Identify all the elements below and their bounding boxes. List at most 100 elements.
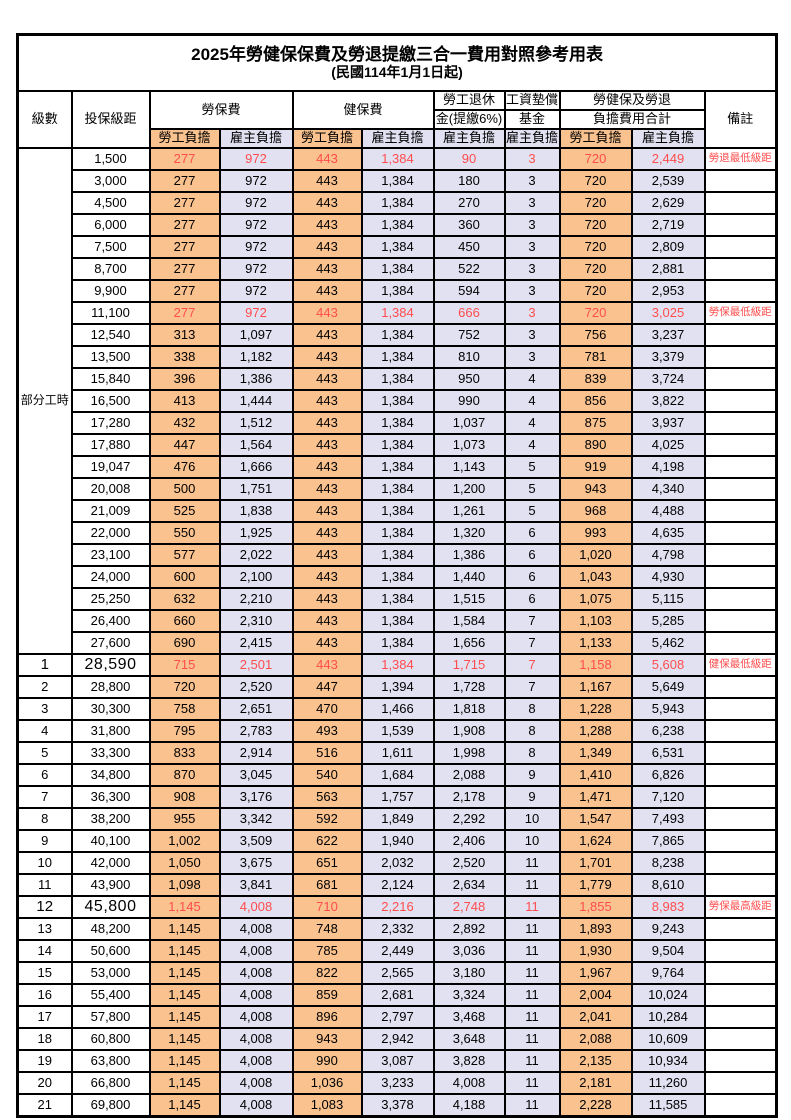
header-labor-employer: 雇主負擔	[218, 128, 294, 149]
level-cell: 9	[16, 829, 73, 853]
total-employer-cell: 5,285	[630, 609, 706, 633]
title-row: 2025年勞健保保費及勞退提繳三合一費用對照參考用表 (民國114年1月1日起)	[16, 33, 778, 92]
table-row: 8 38,200 955 3,342 592 1,849 2,292 10 1,547 7,493	[16, 807, 778, 831]
total-worker-cell: 720	[558, 279, 633, 303]
labor-employer-cell: 1,838	[218, 499, 294, 523]
health-employer-cell: 1,384	[360, 213, 435, 237]
health-employer-cell: 2,449	[360, 939, 435, 963]
bracket-cell: 8,700	[70, 257, 151, 281]
health-employer-cell: 1,849	[360, 807, 435, 831]
health-worker-cell: 443	[291, 477, 363, 501]
wage-fund-employer-cell: 11	[503, 917, 561, 941]
labor-worker-cell: 1,145	[148, 961, 221, 985]
pension-employer-cell: 990	[432, 389, 506, 413]
total-worker-cell: 1,547	[558, 807, 633, 831]
health-worker-cell: 443	[291, 169, 363, 193]
health-worker-cell: 443	[291, 257, 363, 281]
wage-fund-employer-cell: 11	[503, 1049, 561, 1073]
health-employer-cell: 3,233	[360, 1071, 435, 1095]
labor-employer-cell: 972	[218, 279, 294, 303]
pension-employer-cell: 4,188	[432, 1093, 506, 1117]
bracket-cell: 6,000	[70, 213, 151, 237]
total-employer-cell: 3,237	[630, 323, 706, 347]
remark-cell	[703, 741, 778, 765]
health-worker-cell: 470	[291, 697, 363, 721]
wage-fund-employer-cell: 11	[503, 939, 561, 963]
header-bracket: 投保級距	[70, 90, 151, 149]
table-row: 17,880 447 1,564 443 1,384 1,073 4 890 4,025	[18, 433, 778, 457]
labor-worker-cell: 277	[148, 235, 221, 259]
bracket-cell: 38,200	[70, 807, 151, 831]
wage-fund-employer-cell: 11	[503, 961, 561, 985]
level-cell: 12	[16, 895, 73, 919]
wage-fund-employer-cell: 3	[503, 169, 561, 193]
remark-cell	[703, 983, 778, 1007]
health-employer-cell: 2,942	[360, 1027, 435, 1051]
total-worker-cell: 2,135	[558, 1049, 633, 1073]
table-row: 15,840 396 1,386 443 1,384 950 4 839 3,724	[18, 367, 778, 391]
health-employer-cell: 1,384	[360, 609, 435, 633]
wage-fund-employer-cell: 3	[503, 235, 561, 259]
remark-cell	[703, 631, 778, 655]
health-employer-cell: 1,384	[360, 565, 435, 589]
level-cell: 6	[16, 763, 73, 787]
wage-fund-employer-cell: 8	[503, 719, 561, 743]
pension-employer-cell: 2,634	[432, 873, 506, 897]
wage-fund-employer-cell: 7	[503, 631, 561, 655]
remark-cell	[703, 323, 778, 347]
bracket-cell: 21,009	[70, 499, 151, 523]
table-title-block: 2025年勞健保保費及勞退提繳三合一費用對照參考用表 (民國114年1月1日起)	[16, 33, 778, 92]
labor-worker-cell: 600	[148, 565, 221, 589]
total-worker-cell: 720	[558, 257, 633, 281]
level-cell: 5	[16, 741, 73, 765]
page-subtitle: (民國114年1月1日起)	[331, 63, 463, 80]
premium-reference-table: 2025年勞健保保費及勞退提繳三合一費用對照參考用表 (民國114年1月1日起)…	[16, 33, 779, 1118]
labor-employer-cell: 4,008	[218, 1005, 294, 1029]
pension-employer-cell: 1,818	[432, 697, 506, 721]
header-wage-fund-line2: 基金	[503, 109, 561, 130]
level-cell: 19	[16, 1049, 73, 1073]
total-employer-cell: 10,609	[630, 1027, 706, 1051]
labor-worker-cell: 277	[148, 301, 221, 325]
labor-worker-cell: 277	[148, 169, 221, 193]
page-title: 2025年勞健保保費及勞退提繳三合一費用對照參考用表	[191, 44, 603, 64]
pension-employer-cell: 1,320	[432, 521, 506, 545]
labor-worker-cell: 1,050	[148, 851, 221, 875]
pension-employer-cell: 1,440	[432, 565, 506, 589]
wage-fund-employer-cell: 8	[503, 741, 561, 765]
wage-fund-employer-cell: 7	[503, 653, 561, 677]
wage-fund-employer-cell: 9	[503, 763, 561, 787]
labor-worker-cell: 955	[148, 807, 221, 831]
total-employer-cell: 4,198	[630, 455, 706, 479]
health-employer-cell: 3,378	[360, 1093, 435, 1117]
remark-cell	[703, 543, 778, 567]
labor-employer-cell: 3,841	[218, 873, 294, 897]
health-worker-cell: 443	[291, 609, 363, 633]
total-employer-cell: 3,822	[630, 389, 706, 413]
bracket-cell: 15,840	[70, 367, 151, 391]
labor-employer-cell: 4,008	[218, 895, 294, 919]
header-pension-employer: 雇主負擔	[432, 128, 506, 149]
table-row: 25,250 632 2,210 443 1,384 1,515 6 1,075 5,115	[18, 587, 778, 611]
remark-cell	[703, 1071, 778, 1095]
table-row: 4,500 277 972 443 1,384 270 3 720 2,629	[18, 191, 778, 215]
total-employer-cell: 2,449	[630, 147, 706, 171]
bracket-cell: 48,200	[70, 917, 151, 941]
table-row: 16,500 413 1,444 443 1,384 990 4 856 3,822	[18, 389, 778, 413]
labor-worker-cell: 313	[148, 323, 221, 347]
health-employer-cell: 1,466	[360, 697, 435, 721]
health-worker-cell: 710	[291, 895, 363, 919]
pension-employer-cell: 2,748	[432, 895, 506, 919]
total-worker-cell: 720	[558, 147, 633, 171]
remark-cell	[703, 785, 778, 809]
health-employer-cell: 1,384	[360, 279, 435, 303]
table-row: 24,000 600 2,100 443 1,384 1,440 6 1,043 4,930	[18, 565, 778, 589]
level-cell: 1	[16, 653, 73, 677]
header-row-2: 金(提繳6%) 基金 負擔費用合計	[18, 109, 777, 130]
total-worker-cell: 919	[558, 455, 633, 479]
remark-cell	[703, 961, 778, 985]
total-employer-cell: 2,881	[630, 257, 706, 281]
total-worker-cell: 1,624	[558, 829, 633, 853]
remark-cell	[703, 829, 778, 853]
health-worker-cell: 443	[291, 543, 363, 567]
